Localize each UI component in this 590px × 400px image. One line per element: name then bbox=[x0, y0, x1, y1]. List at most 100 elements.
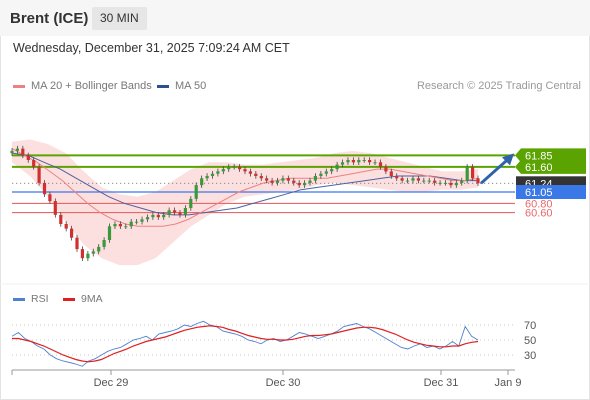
candle-body bbox=[145, 217, 150, 220]
candle-body bbox=[259, 176, 263, 179]
candle-body bbox=[102, 240, 106, 247]
rsi-series-9ma bbox=[12, 325, 479, 363]
legend-rsi: RSI bbox=[13, 293, 49, 305]
rsi-series-rsi bbox=[11, 320, 479, 367]
candle-body bbox=[91, 251, 95, 254]
candle-body bbox=[308, 180, 312, 183]
candle-body bbox=[32, 160, 36, 167]
candle-body bbox=[406, 180, 410, 182]
candle-body bbox=[454, 182, 458, 186]
candle-body bbox=[476, 178, 480, 184]
forecast-arrow-shaft bbox=[480, 157, 510, 185]
x-tick-label: Dec 31 bbox=[424, 377, 459, 389]
candle-body bbox=[97, 246, 101, 252]
candle-body bbox=[292, 180, 296, 183]
legend-9ma-label: 9MA bbox=[81, 293, 103, 305]
candle-body bbox=[281, 178, 285, 181]
candle-body bbox=[286, 178, 290, 181]
candle-body bbox=[129, 221, 133, 227]
instrument-title: Brent (ICE) bbox=[10, 10, 89, 27]
candle-body bbox=[37, 166, 41, 183]
level-label-61.85: 61.85 bbox=[525, 150, 553, 162]
candle-body bbox=[346, 160, 350, 163]
interval-button[interactable]: 30 MIN bbox=[92, 7, 147, 30]
legend-9ma: 9MA bbox=[63, 293, 103, 305]
ma50-line bbox=[11, 152, 478, 216]
candle-body bbox=[243, 169, 247, 172]
candle-body bbox=[53, 201, 57, 215]
legend-rsi-label: RSI bbox=[31, 293, 49, 305]
rsi-swatch bbox=[13, 297, 25, 301]
legend-ma50: MA 50 bbox=[157, 80, 206, 92]
candle-body bbox=[395, 176, 399, 179]
candle-body bbox=[265, 178, 269, 181]
level-label-61.60: 61.60 bbox=[525, 162, 553, 174]
level-label-60.80: 60.80 bbox=[525, 198, 553, 210]
candle-body bbox=[124, 226, 128, 228]
candle-body bbox=[340, 162, 345, 165]
datetime-label: Wednesday, December 31, 2025 7:09:24 AM … bbox=[13, 41, 290, 55]
source-credit: Research © 2025 Trading Central bbox=[416, 80, 581, 92]
ma20-line bbox=[11, 148, 479, 227]
candle-body bbox=[443, 182, 448, 184]
candle-body bbox=[248, 171, 252, 174]
candle-body bbox=[427, 180, 431, 182]
ma9-swatch bbox=[63, 297, 75, 301]
candle-body bbox=[118, 224, 122, 227]
candle-body bbox=[400, 178, 404, 181]
candle-body bbox=[135, 221, 139, 223]
candle-body bbox=[86, 253, 90, 259]
level-label-60.60: 60.60 bbox=[525, 208, 553, 220]
candle-body bbox=[48, 194, 52, 202]
candle-body bbox=[378, 162, 383, 167]
candle-body bbox=[140, 219, 144, 222]
level-tag bbox=[515, 159, 586, 174]
candle-body bbox=[194, 185, 198, 199]
candle-body bbox=[10, 150, 14, 154]
candle-body bbox=[351, 160, 355, 163]
rsi-tick-50: 50 bbox=[524, 335, 536, 347]
candle-body bbox=[80, 249, 84, 259]
candle-body bbox=[313, 176, 317, 181]
candle-body bbox=[107, 226, 112, 240]
candle-body bbox=[151, 214, 155, 218]
candle-body bbox=[75, 237, 79, 250]
candle-body bbox=[362, 160, 366, 161]
candle-body bbox=[319, 173, 323, 176]
candle-body bbox=[200, 178, 204, 186]
candle-body bbox=[227, 166, 231, 170]
candle-body bbox=[433, 180, 437, 183]
candle-body bbox=[210, 173, 215, 176]
x-tick-label: Dec 30 bbox=[266, 377, 301, 389]
candle-body bbox=[21, 148, 25, 156]
candle-body bbox=[465, 166, 469, 181]
candle-body bbox=[167, 210, 171, 215]
candle-body bbox=[373, 162, 377, 164]
candle-body bbox=[275, 180, 280, 183]
legend-ma50-label: MA 50 bbox=[175, 80, 207, 92]
candle-body bbox=[156, 214, 160, 218]
candle-body bbox=[15, 148, 19, 151]
candle-body bbox=[303, 182, 307, 186]
candle-body bbox=[330, 169, 334, 172]
candle-body bbox=[297, 182, 301, 186]
candle-body bbox=[232, 166, 236, 168]
candle-body bbox=[189, 198, 193, 208]
candle-body bbox=[178, 212, 182, 215]
legend-ma20: MA 20 + Bollinger Bands bbox=[13, 80, 152, 92]
candle-body bbox=[460, 180, 464, 183]
x-tick-label: Jan 9 bbox=[495, 377, 522, 389]
candle-body bbox=[384, 166, 388, 172]
forecast-arrow-head bbox=[502, 153, 514, 166]
ma20-swatch bbox=[13, 84, 25, 88]
rsi-tick-70: 70 bbox=[524, 320, 536, 332]
candle-body bbox=[270, 180, 274, 183]
level-tag bbox=[515, 148, 586, 163]
candle-body bbox=[335, 164, 339, 170]
rsi-tick-30: 30 bbox=[524, 350, 536, 362]
candle-body bbox=[70, 228, 74, 238]
candle-body bbox=[216, 171, 220, 174]
candle-body bbox=[42, 182, 47, 195]
candle-body bbox=[449, 182, 453, 186]
candle-body bbox=[238, 166, 242, 170]
